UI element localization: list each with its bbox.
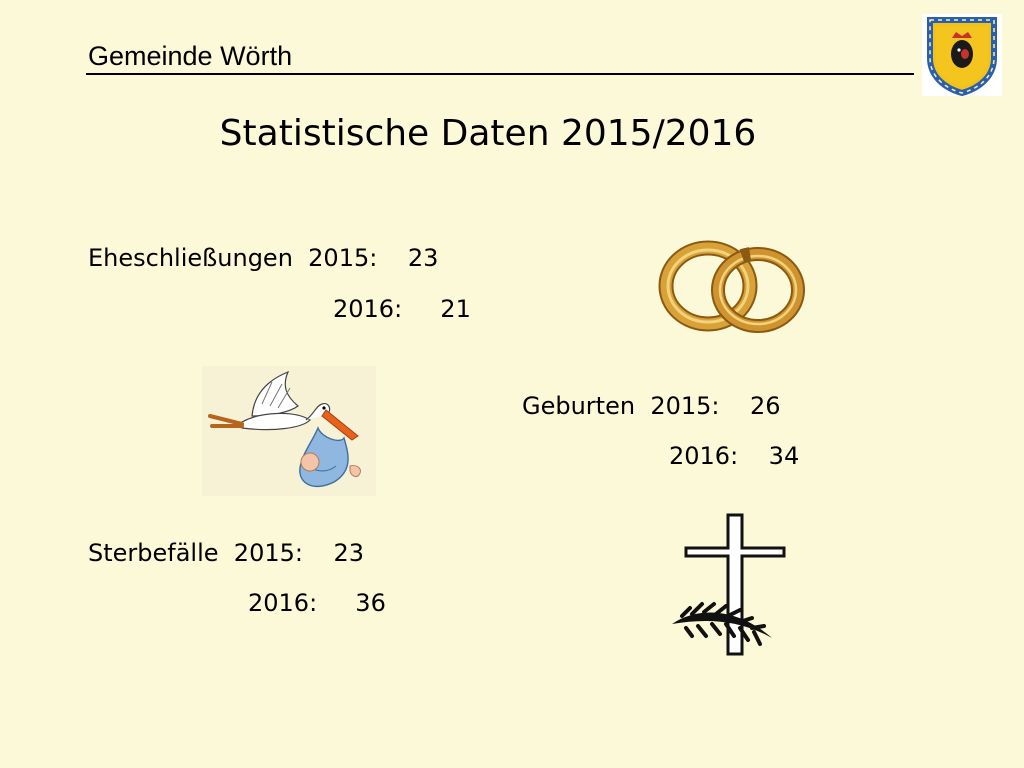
stork-with-baby-icon — [202, 366, 376, 496]
header-divider — [86, 73, 914, 75]
deaths-2015: Sterbefälle 2015: 23 — [88, 539, 365, 567]
organization-name: Gemeinde Wörth — [88, 41, 293, 71]
marriages-2015: Eheschließungen 2015: 23 — [88, 244, 439, 272]
coat-of-arms-icon — [922, 14, 1002, 96]
cross-with-palm-icon — [668, 512, 792, 658]
deaths-2016: 2016: 36 — [248, 589, 386, 617]
births-2015: Geburten 2015: 26 — [522, 392, 781, 420]
slide-title: Statistische Daten 2015/2016 — [219, 113, 757, 154]
marriages-2016: 2016: 21 — [333, 295, 471, 323]
wedding-rings-icon — [658, 240, 805, 333]
births-2016: 2016: 34 — [669, 442, 800, 470]
